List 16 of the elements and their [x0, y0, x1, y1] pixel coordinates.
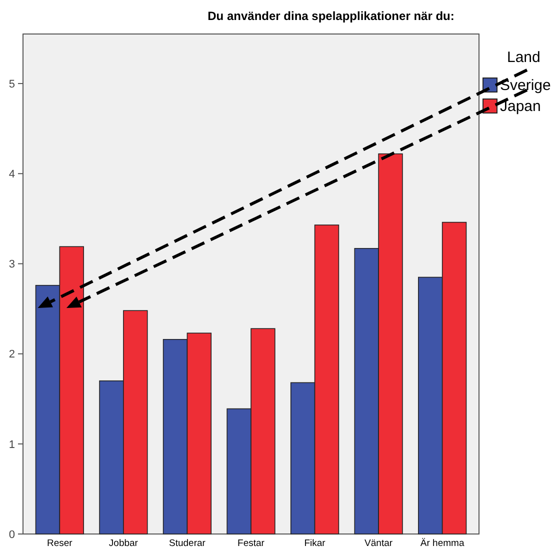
x-tick-label: Fikar	[304, 538, 326, 548]
legend-label: Japan	[500, 98, 541, 115]
x-tick-label: Festar	[238, 538, 264, 548]
x-tick-label: Studerar	[169, 538, 206, 548]
x-tick-label: Jobbar	[108, 538, 138, 548]
y-tick-label: 0	[8, 528, 15, 541]
y-tick-label: 1	[8, 438, 15, 451]
chart-title: Du använder dina spelapplikationer när du:	[208, 9, 454, 23]
x-tick-label: Är hemma	[420, 538, 465, 548]
y-tick-label: 5	[8, 78, 15, 90]
y-tick-label: 2	[8, 348, 15, 361]
y-tick-label: 4	[8, 168, 15, 180]
y-tick-label: 3	[8, 258, 15, 271]
x-tick-label: Reser	[47, 538, 72, 548]
x-tick-label: Väntar	[364, 538, 393, 548]
legend-title: Land	[507, 49, 540, 66]
